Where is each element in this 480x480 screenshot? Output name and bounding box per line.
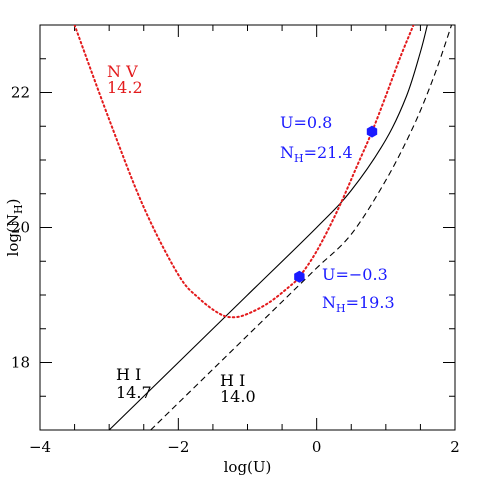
- curve-label-ion: H I: [220, 371, 245, 390]
- x-tick-label: −4: [29, 438, 51, 456]
- curve-label-ion: N V: [107, 62, 138, 81]
- x-tick-label: 2: [450, 438, 460, 456]
- x-tick-label: −2: [167, 438, 189, 456]
- curve-label-column: 14.2: [107, 78, 143, 97]
- axis-ticks: [39, 24, 456, 431]
- point-label-nh: NH=19.3: [322, 293, 395, 315]
- y-tick-label: 20: [11, 219, 30, 237]
- marked-points: [294, 125, 378, 283]
- chart-labels: −4 −2 0 2 18 20 22 log(U) log(NH) U=0.8 NH=21.4 U=−…: [4, 62, 460, 476]
- y-tick-label: 18: [11, 354, 30, 372]
- data-point-marker: [366, 125, 378, 138]
- point-label-u: U=−0.3: [322, 265, 388, 284]
- series-line: [108, 25, 428, 430]
- x-tick-label: 0: [312, 438, 322, 456]
- data-point-marker: [294, 270, 305, 283]
- curve-label-column: 14.0: [220, 387, 256, 406]
- series-line: [150, 25, 453, 430]
- x-axis-label: log(U): [224, 458, 272, 476]
- plot-frame: [39, 24, 456, 431]
- point-label-u: U=0.8: [280, 113, 332, 132]
- curve-label-column: 14.7: [116, 383, 152, 402]
- y-axis-label: log(NH): [4, 199, 25, 257]
- curve-label-ion: H I: [116, 365, 141, 384]
- point-label-nh: NH=21.4: [280, 143, 353, 165]
- y-tick-label: 22: [11, 84, 30, 102]
